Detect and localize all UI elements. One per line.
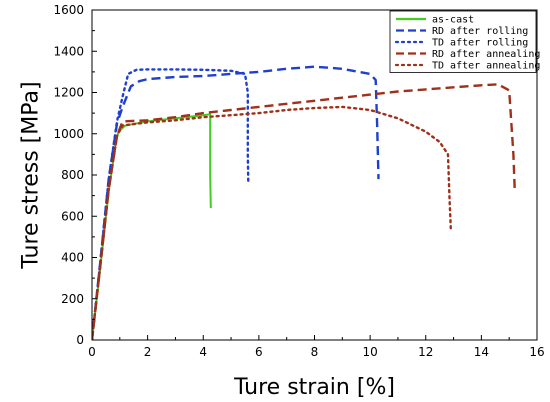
- legend-label: RD after annealing: [432, 49, 540, 60]
- legend-label: TD after annealing: [432, 61, 540, 72]
- series-layer: [92, 65, 516, 340]
- y-axis-ticks: 0 200 400 600 800 1000 1200 1400 1600: [53, 3, 97, 347]
- x-tick-label: 10: [362, 345, 377, 359]
- legend-label: TD after rolling: [432, 38, 528, 49]
- y-tick-label: 200: [61, 292, 84, 306]
- x-tick-label: 16: [529, 345, 544, 359]
- series-line-td-after-rolling: [92, 68, 250, 340]
- y-tick-label: 1200: [53, 86, 84, 100]
- x-axis-title: Ture strain [%]: [233, 375, 395, 400]
- x-tick-label: 0: [88, 345, 96, 359]
- x-tick-label: 14: [474, 345, 489, 359]
- series-line-rd-after-annealing: [92, 83, 516, 340]
- x-tick-label: 4: [199, 345, 207, 359]
- x-tick-label: 6: [255, 345, 263, 359]
- x-tick-label: 12: [418, 345, 433, 359]
- y-axis-title: Ture stress [MPa]: [19, 81, 44, 269]
- series-line-td-after-annealing: [92, 105, 452, 340]
- y-tick-label: 400: [61, 251, 84, 265]
- y-tick-label: 1400: [53, 44, 84, 58]
- x-tick-label: 2: [144, 345, 152, 359]
- series-line-as-cast: [92, 113, 212, 340]
- y-tick-label: 1000: [53, 127, 84, 141]
- y-tick-label: 600: [61, 209, 84, 223]
- legend-label: RD after rolling: [432, 26, 528, 37]
- x-tick-label: 8: [311, 345, 319, 359]
- legend-label: as-cast: [432, 15, 474, 26]
- y-tick-label: 1600: [53, 3, 84, 17]
- y-tick-label: 0: [76, 333, 84, 347]
- x-axis-ticks: 0 2 4 6 8 10 12 14 16: [88, 335, 545, 359]
- y-tick-label: 800: [61, 168, 84, 182]
